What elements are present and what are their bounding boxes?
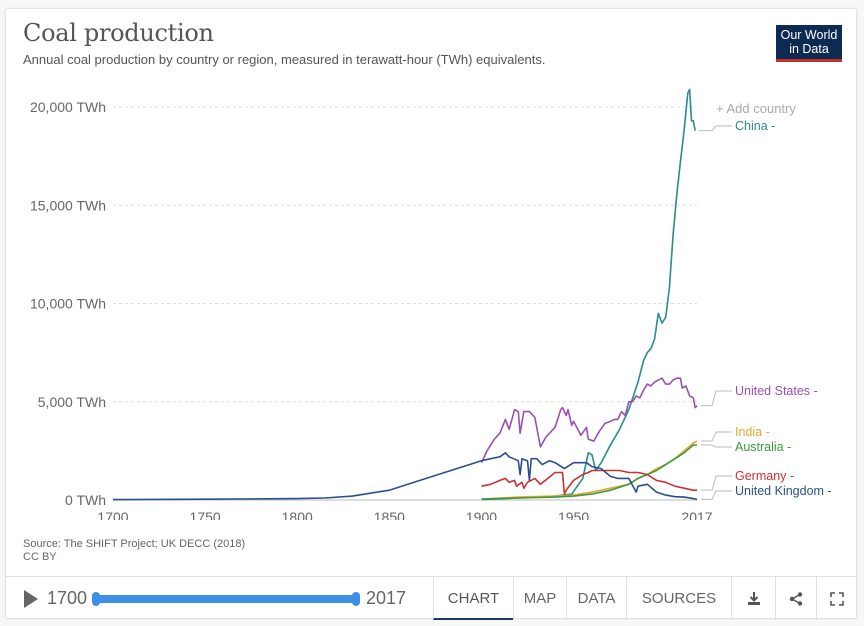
line-chart: 0 TWh 5,000 TWh 10,000 TWh 15,000 TWh 20,000… [30,88,832,520]
label-connector [701,444,732,448]
grid-lines [113,106,697,501]
series-label-united-states[interactable]: United States - [735,384,818,398]
series-line-india[interactable] [481,440,698,500]
owid-logo[interactable]: Our World in Data [776,25,842,62]
tab-data[interactable]: DATA [566,577,626,620]
license-text[interactable]: CC BY [23,551,57,563]
y-tick-label: 0 TWh [65,492,106,508]
y-tick-label: 15,000 TWh [30,197,106,213]
share-icon[interactable] [775,577,816,620]
source-text[interactable]: Source: The SHIFT Project; UK DECC (2018… [23,538,246,550]
chart-subtitle: Annual coal production by country or reg… [23,52,546,67]
chart-title: Coal production [23,19,214,47]
timeline-start-handle[interactable] [92,592,100,606]
label-connector [699,125,732,132]
label-connector [701,431,732,442]
timeline-slider[interactable] [92,592,360,606]
y-tick-label: 5,000 TWh [38,394,106,410]
y-tick-label: 10,000 TWh [30,296,106,312]
y-axis-ticks: 0 TWh 5,000 TWh 10,000 TWh 15,000 TWh 20,000… [30,99,106,508]
label-connector [701,390,732,407]
x-axis-ticks: 1700 1750 1800 1850 1900 1950 2017 [97,509,712,520]
timeline-end-handle[interactable] [352,592,360,606]
x-tick-label: 1900 [466,509,497,520]
x-tick-label: 1850 [374,509,405,520]
series-line-china[interactable] [481,88,696,501]
tab-sources[interactable]: SOURCES [626,577,731,620]
series-label-india[interactable]: India - [735,425,770,439]
series-label-australia[interactable]: Australia - [735,440,791,454]
series-labels: China - United States - India -Australia -… [699,119,832,500]
x-tick-label: 1700 [97,509,128,520]
x-tick-label: 1750 [190,509,221,520]
logo-line1: Our World [780,28,838,42]
series-line-united-kingdom[interactable] [112,452,698,501]
tab-chart[interactable]: CHART [433,577,513,620]
series-lines [112,88,698,501]
tab-map[interactable]: MAP [513,577,566,620]
timeline-start-year: 1700 [47,588,88,608]
timeline-end-year: 2017 [366,588,407,608]
chart-card: Coal production Annual coal production b… [6,9,856,618]
label-connector [701,490,732,500]
footer-controls: 1700 2017 CHART MAP DATA SOURCES [6,576,856,620]
source-note: Source: The SHIFT Project; UK DECC (2018… [23,538,245,564]
series-label-germany[interactable]: Germany - [735,469,794,483]
add-country-button[interactable]: + Add country [716,101,796,116]
label-connector [701,475,732,491]
x-tick-label: 2017 [681,509,712,520]
series-label-china[interactable]: China - [735,119,775,133]
x-tick-label: 1800 [282,509,313,520]
download-icon[interactable] [731,577,775,620]
fullscreen-icon[interactable] [816,577,856,620]
series-line-united-states[interactable] [480,377,698,464]
x-tick-label: 1950 [558,509,589,520]
play-icon[interactable] [24,590,38,608]
series-line-germany[interactable] [481,469,698,495]
series-line-australia[interactable] [481,444,698,500]
y-tick-label: 20,000 TWh [30,99,106,115]
logo-line2: in Data [789,42,829,56]
series-label-united-kingdom[interactable]: United Kingdom - [735,484,832,498]
